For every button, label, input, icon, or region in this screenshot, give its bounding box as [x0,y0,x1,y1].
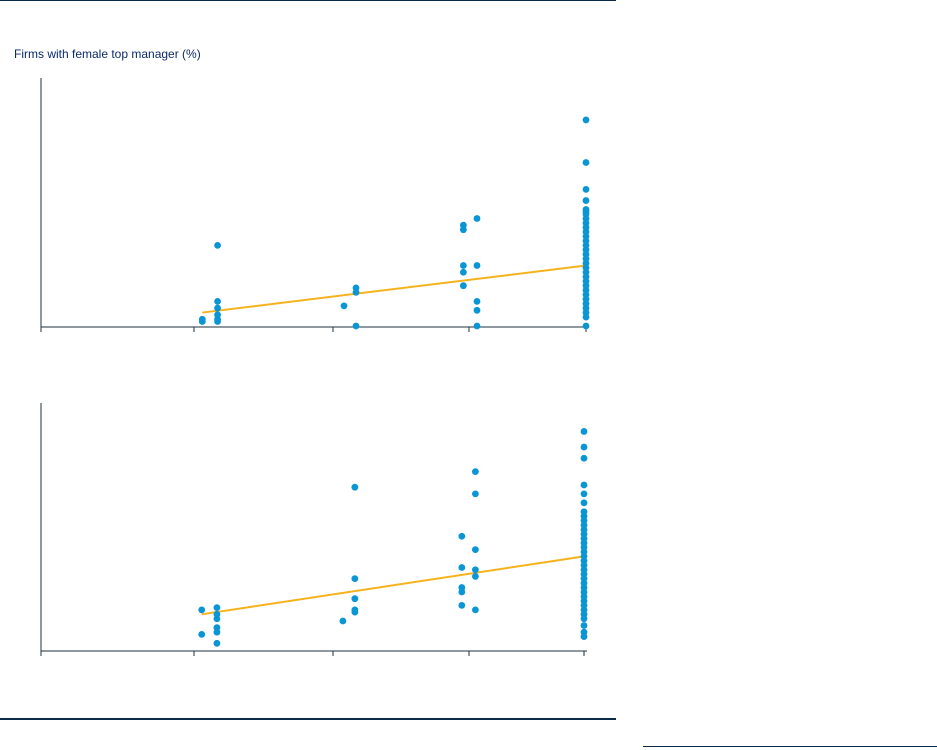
scatter-chart-top [40,78,590,332]
top-data-point [473,215,481,222]
bottom-data-point [351,575,359,583]
y-axis-label: Firms with female top manager (%) [14,47,201,61]
bottom-data-point [213,604,221,612]
bottom-data-point [213,639,221,647]
top-data-point [214,318,221,325]
bottom-data-point [458,564,466,571]
top-data-point [473,262,481,269]
top-data-point [582,185,590,193]
bottom-data-point [472,490,479,498]
bottom-rule [0,718,616,720]
bottom-data-point [458,588,466,596]
top-data-point [214,297,221,305]
bottom-data-point [472,573,479,580]
top-data-point [582,313,590,321]
top-data-point [582,159,590,166]
bottom-data-point [472,468,479,475]
bottom-data-point [580,499,588,507]
top-data-point [340,302,348,310]
bottom-data-point [472,606,479,614]
bottom-data-point [580,615,588,623]
top-trend-line [202,264,587,314]
top-data-point [214,304,221,312]
bottom-data-point [351,608,359,616]
bottom-data-point [580,481,588,489]
bottom-data-point [198,630,206,638]
scatter-chart-bottom [40,403,588,656]
top-data-point [473,306,481,314]
bottom-data-point [198,606,206,614]
bottom-data-point [339,617,347,625]
bottom-data-point [580,443,588,451]
bottom-data-point [472,546,479,554]
top-data-point [214,241,221,249]
top-data-point [352,322,360,330]
top-data-point [582,197,590,204]
bottom-data-point [458,532,466,540]
top-data-point [459,262,467,269]
top-data-point [473,322,481,330]
bottom-data-point [580,428,588,435]
top-data-point [582,322,590,330]
bottom-data-point [213,628,221,636]
bottom-data-point [580,454,588,462]
bottom-data-point [580,490,588,498]
top-data-point [352,289,360,296]
side-rule [643,746,937,747]
bottom-data-point [213,615,221,623]
bottom-data-point [351,595,359,603]
bottom-data-point [580,622,588,629]
bottom-data-point [580,633,588,641]
top-data-point [459,268,467,276]
top-data-point [582,116,590,124]
bottom-trend-line [201,555,585,616]
top-data-point [459,282,467,290]
top-data-point [459,226,467,234]
top-data-point [473,297,481,305]
bottom-data-point [472,566,479,574]
bottom-data-point [458,602,466,609]
top-data-point [198,318,206,325]
bottom-data-point [351,483,359,491]
top-rule [0,0,616,1]
